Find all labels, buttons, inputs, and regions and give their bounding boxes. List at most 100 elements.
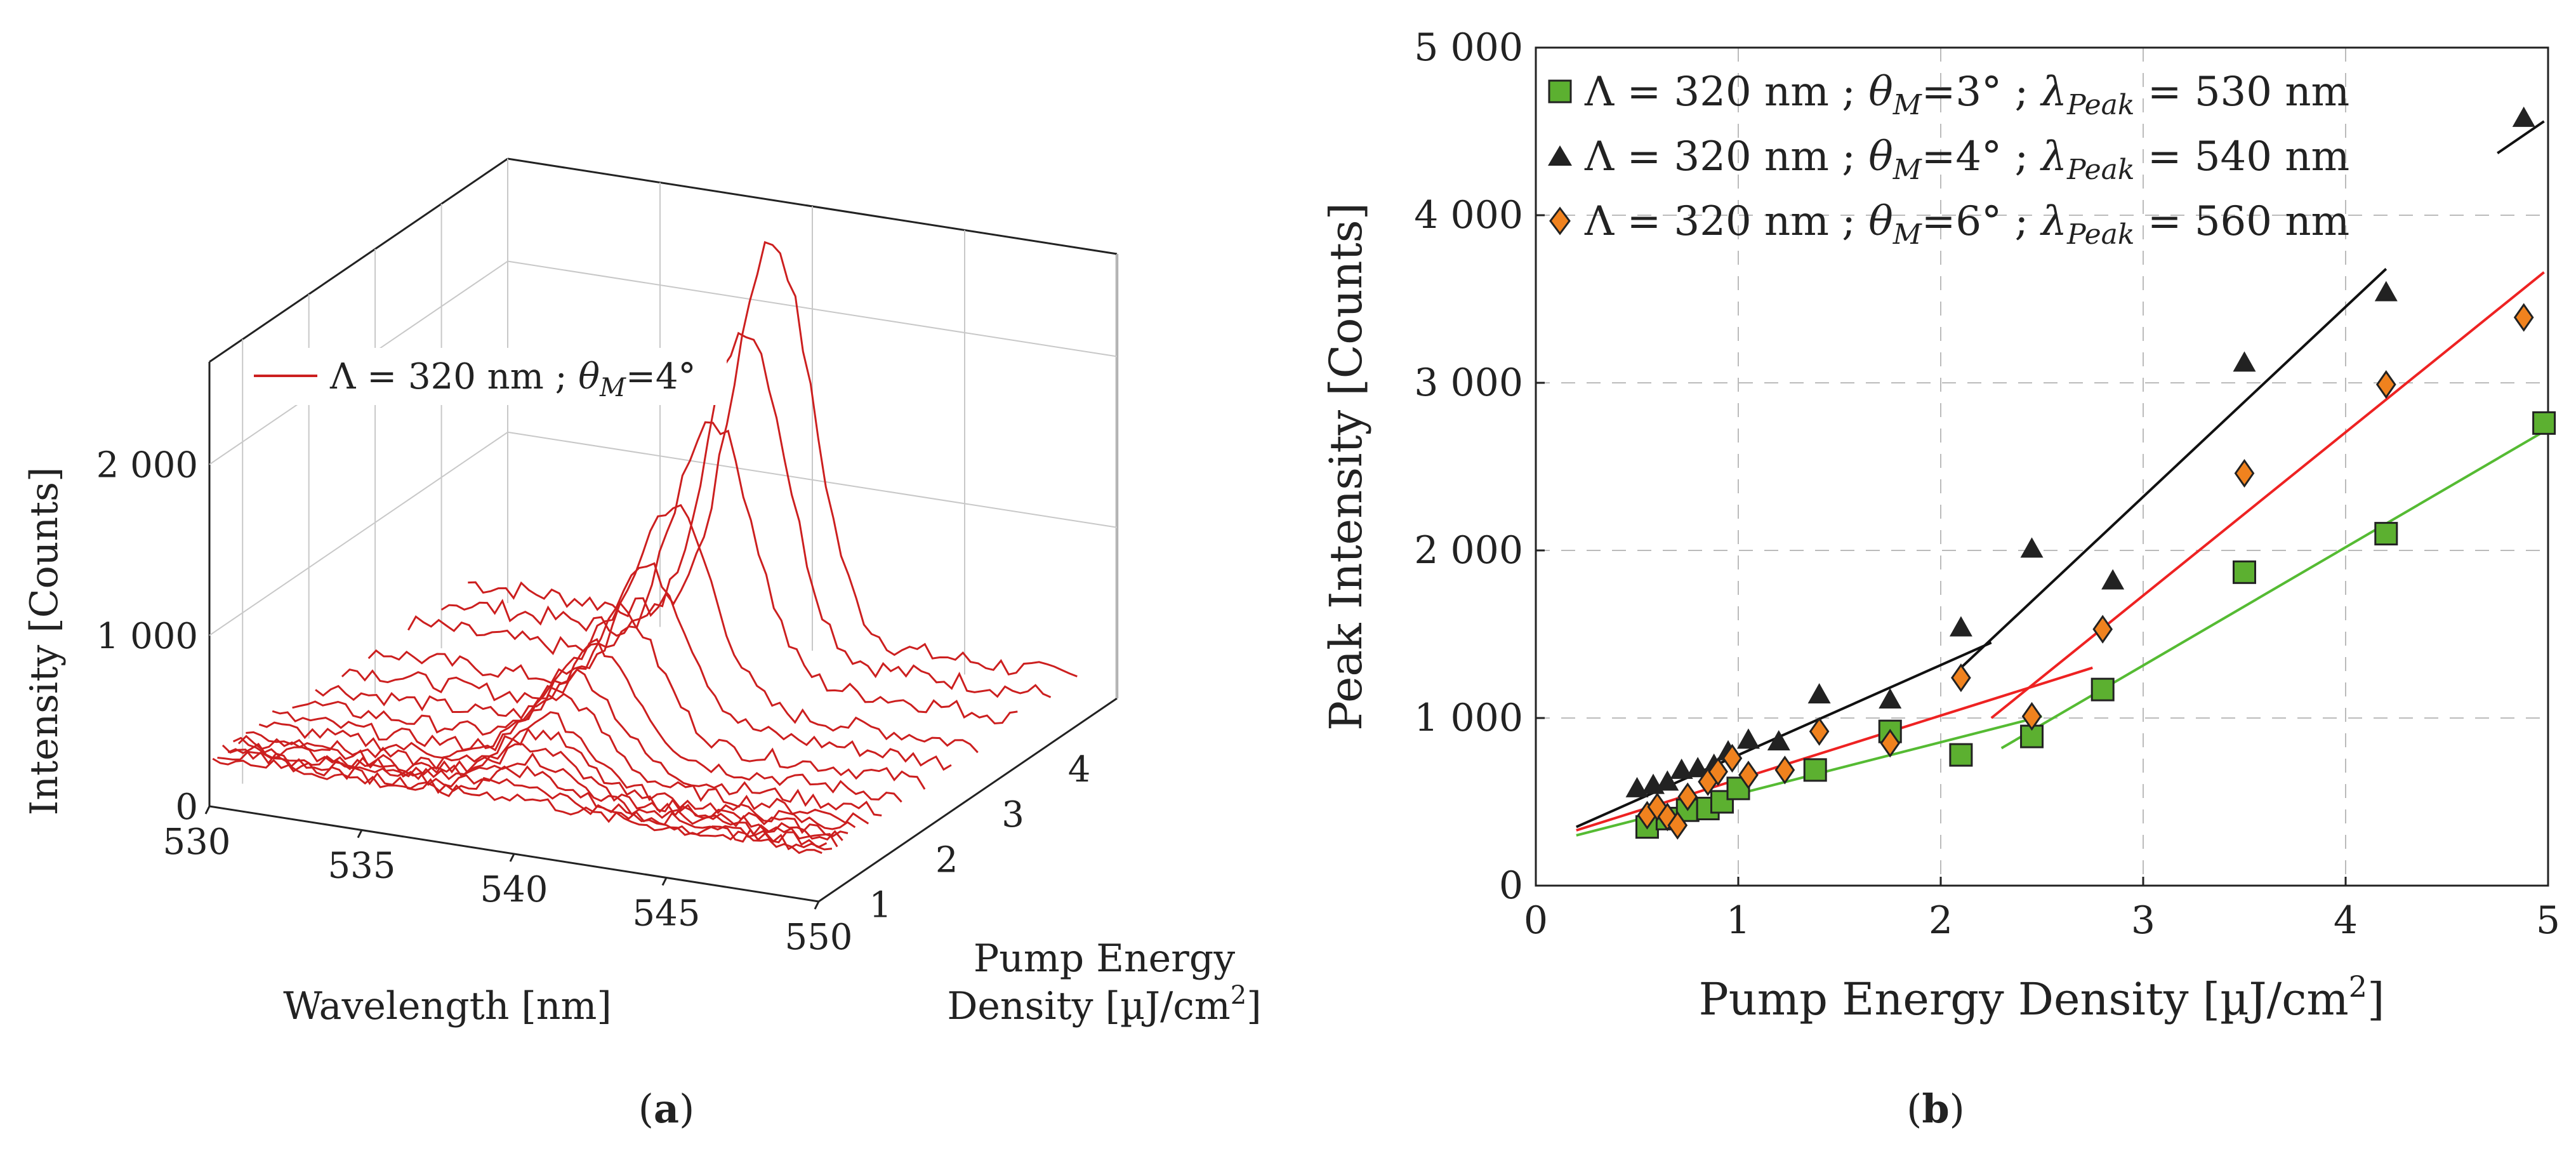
a-spectrum-line-pump-0.62 xyxy=(217,750,828,851)
b-point-diamond-10 xyxy=(1809,717,1830,746)
legend-diamond-marker-icon xyxy=(1549,206,1571,236)
b-point-diamond-7 xyxy=(1722,743,1743,773)
b-point-square-8 xyxy=(1949,743,1973,767)
panel-b-y-axis-label: Peak Intensity [Counts] xyxy=(1320,203,1372,731)
b-point-diamond-9 xyxy=(1774,755,1795,785)
b-point-square-10 xyxy=(2091,677,2115,702)
panel-b-legend-entry-2: Λ = 320 nm ; θM=4° ; λPeak = 540 nm xyxy=(1548,133,2349,186)
b-y-tick-label-3000: 3 000 xyxy=(1414,361,1523,405)
a-x-tick-mark-530 xyxy=(204,806,211,815)
a-spectrum-line-pump-1.45 xyxy=(272,668,882,816)
a-z-tick-label-2: 2 000 xyxy=(96,445,198,486)
b-y-tick-label-4000: 4 000 xyxy=(1414,193,1523,237)
panel-a-box-frame xyxy=(208,157,1118,903)
b-point-diamond-12 xyxy=(1951,663,1971,693)
b-x-tick-label-4: 4 xyxy=(2334,898,2358,943)
panel-b-ticks: 0 1 2 3 4 5 0 1 000 2 000 3 000 4 000 5 000 xyxy=(1414,25,2560,943)
b-fit-line-triangle-2 xyxy=(2497,120,2545,154)
a-spectrum-line-pump-0.94 xyxy=(237,727,849,838)
b-point-diamond-15 xyxy=(2234,458,2255,488)
b-y-tick-label-1000: 1 000 xyxy=(1414,696,1523,740)
b-point-diamond-3 xyxy=(1667,811,1688,840)
panel-a-x-axis-label: Wavelength [nm] xyxy=(283,984,612,1028)
legend-square-marker-icon xyxy=(1548,79,1572,103)
a-x-tick-mark-545 xyxy=(661,877,668,886)
b-point-square-6 xyxy=(1803,758,1827,782)
panel-b-scatter-chart: 0 1 2 3 4 5 0 1 000 2 000 3 000 4 000 5 000 Λ = 320… xyxy=(1320,25,2560,1132)
a-spectrum-line-pump-3.5 xyxy=(407,421,1018,725)
a-spectrum-line-pump-4.4 xyxy=(468,241,1078,677)
a-spectrum-line-pump-1.75 xyxy=(292,638,902,803)
b-x-tick-label-0: 0 xyxy=(1524,898,1548,943)
b-fit-line-square-1 xyxy=(2000,430,2545,750)
a-x-tick-mark-540 xyxy=(509,853,515,862)
a-spectrum-line-pump-2.1 xyxy=(315,601,926,790)
b-point-triangle-3 xyxy=(1670,758,1693,779)
b-point-triangle-15 xyxy=(2374,281,2398,302)
a-z-tick-label-0: 0 xyxy=(175,787,198,828)
panel-b-legend-entry-3: Λ = 320 nm ; θM=6° ; λPeak = 560 nm xyxy=(1549,198,2349,251)
panel-a-gridlines xyxy=(209,159,1118,784)
b-point-diamond-8 xyxy=(1738,761,1759,790)
b-x-tick-label-3: 3 xyxy=(2131,898,2155,943)
panel-b-plot-frame xyxy=(1535,46,2549,887)
a-x-tick-label-545: 545 xyxy=(633,893,701,935)
b-x-tick-label-1: 1 xyxy=(1726,898,1750,943)
panel-b-legend-label-2: Λ = 320 nm ; θM=4° ; λPeak = 540 nm xyxy=(1584,133,2349,186)
b-y-tick-label-2000: 2 000 xyxy=(1414,528,1523,573)
b-point-square-11 xyxy=(2233,560,2256,584)
a-z-tick-label-1: 1 000 xyxy=(96,616,198,657)
b-y-tick-label-0: 0 xyxy=(1499,863,1523,908)
a-x-tick-mark-550 xyxy=(814,901,820,910)
b-point-triangle-2 xyxy=(1656,770,1679,791)
a-spectrum-line-pump-0.86 xyxy=(232,736,843,841)
b-point-diamond-17 xyxy=(2513,303,2534,332)
panel-b-legend-label-3: Λ = 320 nm ; θM=6° ; λPeak = 560 nm xyxy=(1584,198,2349,251)
b-point-triangle-14 xyxy=(2233,351,2256,372)
panel-b-data-points xyxy=(1625,106,2556,840)
b-point-diamond-11 xyxy=(1880,728,1901,758)
b-point-diamond-14 xyxy=(2092,615,2113,644)
panel-b-legend-label-1: Λ = 320 nm ; θM=3° ; λPeak = 530 nm xyxy=(1584,69,2349,121)
b-point-triangle-8 xyxy=(1767,729,1790,750)
b-fit-line-triangle-0 xyxy=(1575,641,1992,828)
panel-b-x-axis-label: Pump Energy Density [µJ/cm2] xyxy=(1699,969,2385,1025)
a-y-tick-label-1: 1 xyxy=(869,884,892,926)
a-y-tick-label-4: 4 xyxy=(1068,749,1091,790)
panel-a-z-axis-label: Intensity [Counts] xyxy=(22,467,67,816)
a-spectrum-line-pump-0.55 xyxy=(212,757,822,855)
b-point-diamond-16 xyxy=(2375,370,2396,399)
a-spectrum-line-pump-4 xyxy=(440,331,1052,698)
a-x-tick-label-550: 550 xyxy=(785,917,853,958)
a-x-tick-label-540: 540 xyxy=(480,869,548,910)
panel-a-caption: (a) xyxy=(638,1086,695,1132)
a-spectrum-line-pump-1.05 xyxy=(246,711,856,830)
b-point-triangle-11 xyxy=(1949,616,1972,637)
a-spectrum-line-pump-2.5 xyxy=(341,562,952,771)
b-point-triangle-16 xyxy=(2512,106,2535,127)
b-point-triangle-4 xyxy=(1686,757,1710,778)
b-fit-line-triangle-1 xyxy=(1960,268,2388,669)
a-spectrum-line-pump-1.25 xyxy=(258,693,869,825)
b-point-triangle-12 xyxy=(2020,537,2044,558)
panel-a-spectra xyxy=(212,241,1078,855)
panel-b-caption: (b) xyxy=(1906,1086,1965,1132)
panel-b-legend-entry-1: Λ = 320 nm ; θM=3° ; λPeak = 530 nm xyxy=(1548,69,2349,121)
panel-a-waterfall-chart: 530 535 540 545 550 1 2 3 4 0 1 000 2 000 Λ = 320 n… xyxy=(22,157,1262,1132)
b-point-triangle-9 xyxy=(1807,683,1831,704)
panel-a-y-axis-label-line2: Density [µJ/cm2] xyxy=(947,981,1261,1028)
a-y-tick-label-3: 3 xyxy=(1001,794,1024,835)
a-frame-floor-right xyxy=(818,697,1118,903)
b-point-diamond-6 xyxy=(1708,757,1728,787)
b-point-diamond-13 xyxy=(2021,702,2042,731)
a-spectrum-line-pump-0.78 xyxy=(227,742,838,848)
b-point-square-13 xyxy=(2532,411,2556,435)
b-fit-line-diamond-1 xyxy=(1990,271,2545,719)
b-x-tick-label-5: 5 xyxy=(2536,898,2560,943)
a-x-tick-label-530: 530 xyxy=(163,822,231,863)
panel-b-legend: Λ = 320 nm ; θM=3° ; λPeak = 530 nm Λ = … xyxy=(1548,69,2349,251)
b-point-triangle-13 xyxy=(2101,569,2125,590)
a-grid-z-side-1 xyxy=(209,431,508,636)
b-point-diamond-4 xyxy=(1677,782,1698,811)
